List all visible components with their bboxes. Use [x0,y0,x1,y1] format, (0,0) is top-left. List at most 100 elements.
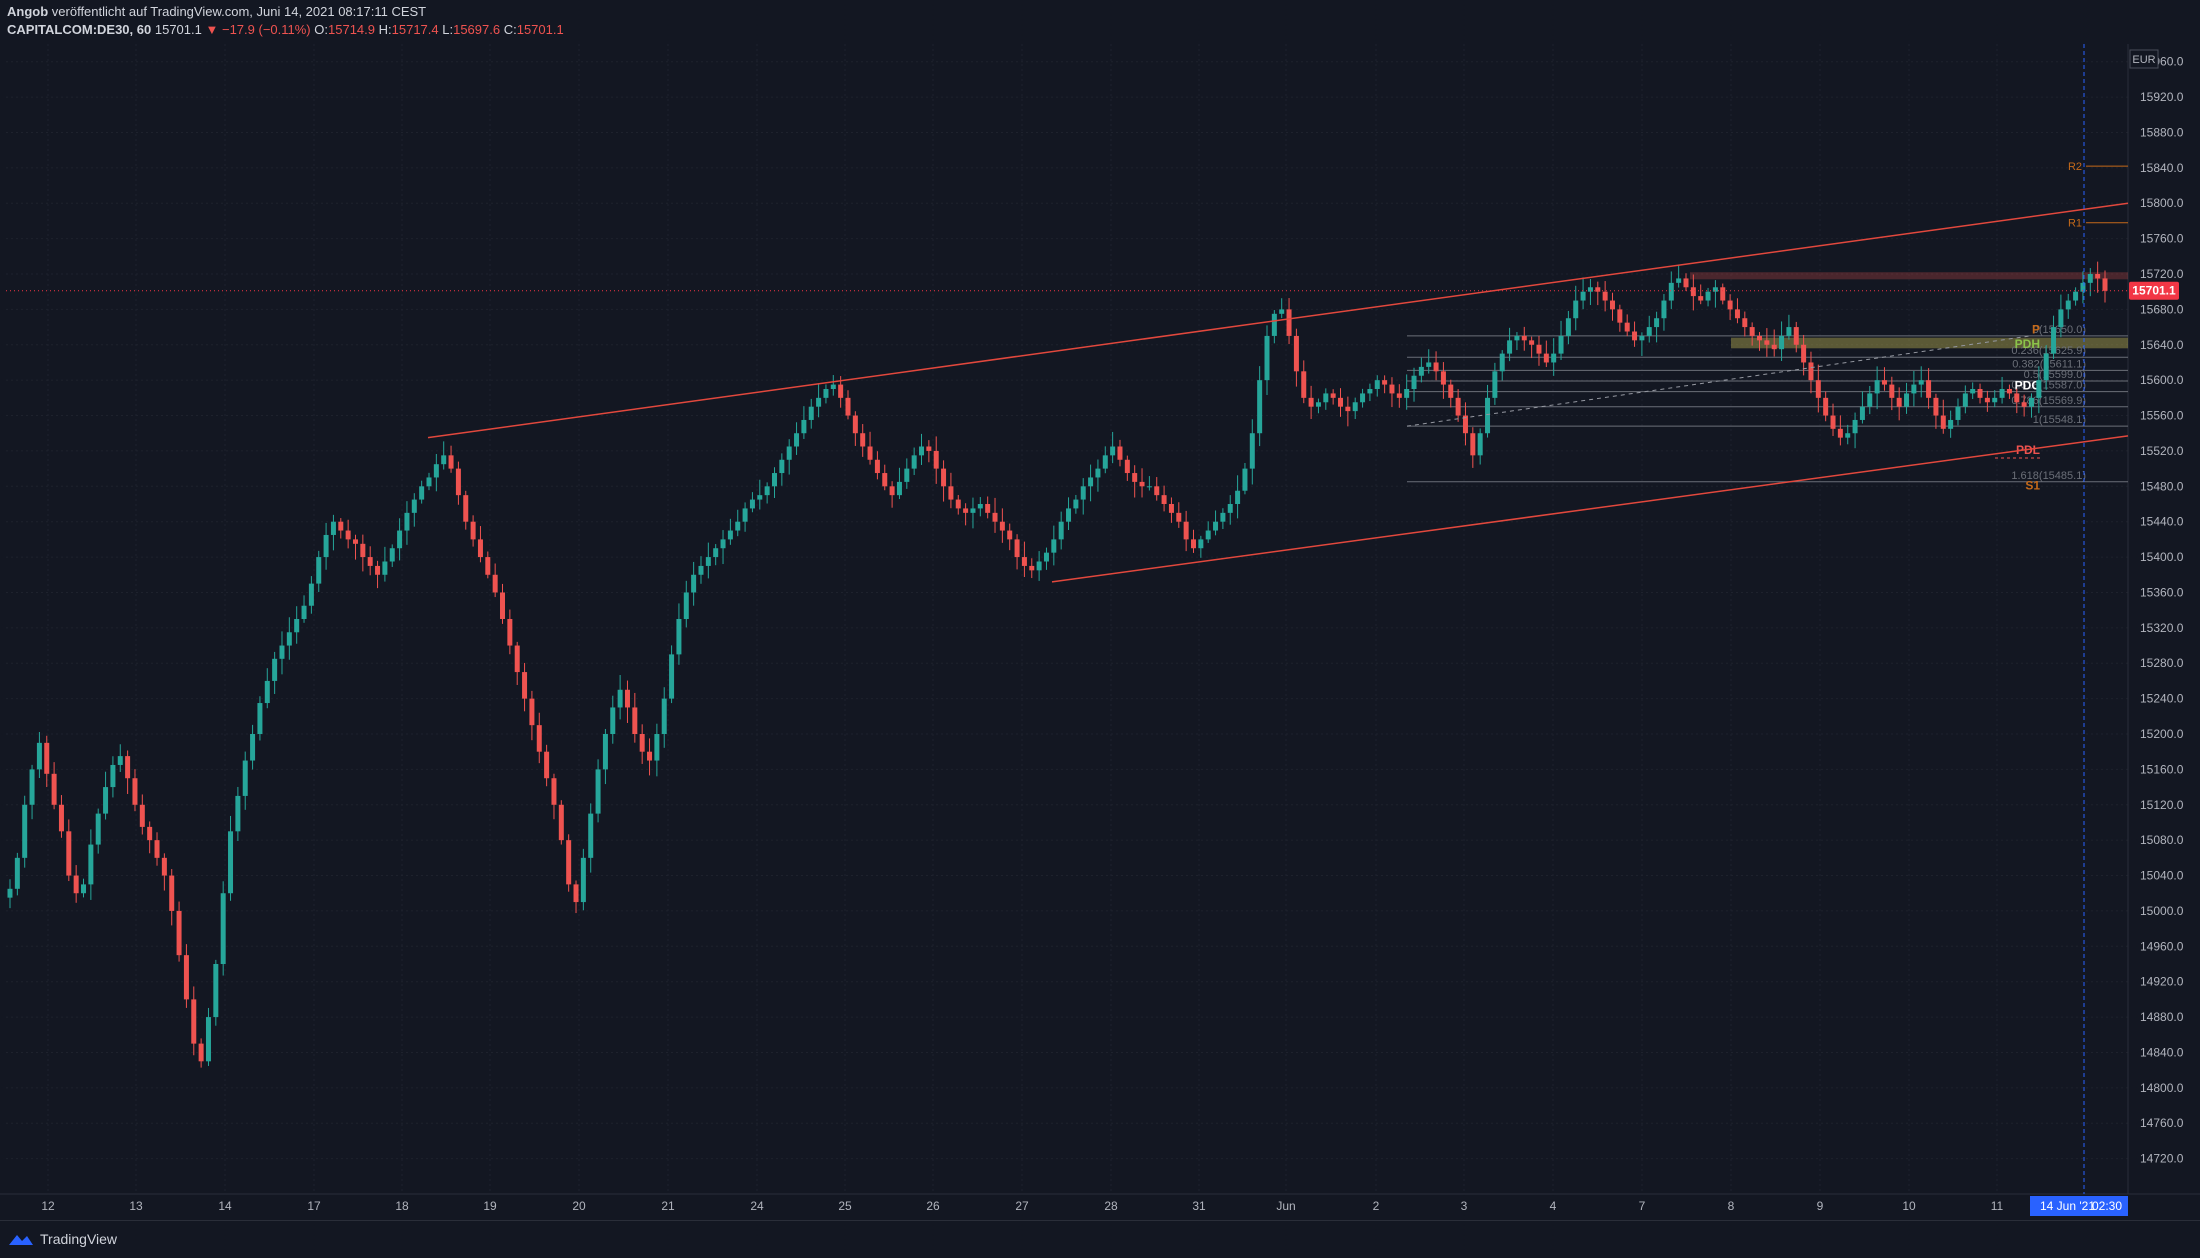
candle-body [2087,274,2093,283]
candle-body [1654,318,1660,328]
symbol-label[interactable]: CAPITALCOM:DE30, 60 [7,22,152,37]
y-tick-label: 15240.0 [2140,692,2184,706]
marker-label-pdh: PDH [2015,337,2040,351]
candle-body [1190,539,1196,549]
x-tick-label: 3 [1461,1199,1468,1213]
candle-body [1859,406,1865,420]
candle-body [44,742,50,774]
tradingview-logo[interactable]: TradingView [8,1231,117,1247]
footer: TradingView [0,1220,2200,1258]
y-tick-label: 15080.0 [2140,833,2184,847]
low-label: L: [442,22,454,37]
candle-body [2043,353,2049,381]
candle-body [1536,344,1542,354]
candle-body [58,804,64,832]
y-tick-label: 14920.0 [2140,975,2184,989]
y-tick-label: 15160.0 [2140,762,2184,776]
candle-body [720,539,726,549]
candle-body [1926,380,1932,398]
candle-body [948,486,954,500]
candle-body [500,592,506,619]
y-tick-label: 15640.0 [2140,338,2184,352]
candle-body [382,561,388,575]
y-tick-label: 15320.0 [2140,621,2184,635]
candle-body [161,857,167,876]
candle-body [411,499,417,513]
author-name[interactable]: Angob [7,4,49,19]
candle-body [845,397,851,416]
ohlc-legend: CAPITALCOM:DE30, 60 15701.1 ▼ −17.9 (−0.… [7,22,564,37]
candle-body [926,446,932,451]
candle-body [147,826,153,841]
candle-body [1676,278,1682,283]
candle-body [919,446,925,456]
candle-body [874,459,880,474]
candle-body [1889,384,1895,398]
pivot-label: R1 [2068,218,2082,230]
candle-body [1205,530,1211,540]
candle-body [1632,331,1638,341]
candle-body [1507,340,1513,354]
candle-body [816,397,822,407]
candle-body [1492,371,1498,398]
x-tick-label: 28 [1104,1199,1118,1213]
candle-body [749,499,755,509]
candle-body [1080,486,1086,500]
candle-body [2102,278,2108,291]
candle-body [1984,397,1990,403]
candle-body [1734,309,1740,319]
fib-level-label: 1(15548.1) [2033,414,2086,426]
candle-body [1352,402,1358,412]
candle-body [1220,512,1226,522]
candle-body [1043,552,1049,562]
candle-body [882,473,888,487]
candle-body [1477,433,1483,456]
close-value: 15701.1 [516,22,564,37]
candle-body [1514,335,1520,341]
candle-body [1580,291,1586,301]
y-tick-label: 15120.0 [2140,798,2184,812]
currency-label: EUR [2132,54,2155,66]
candle-body [103,787,109,814]
candle-body [992,512,998,522]
price-chart[interactable]: 15960.015920.015880.015840.015800.015760… [0,0,2200,1220]
candle-body [1235,490,1241,504]
candle-body [1705,291,1711,301]
candle-body [1698,296,1704,301]
channel-lower-line [1051,435,2129,583]
y-tick-label: 15520.0 [2140,444,2184,458]
candle-body [786,446,792,460]
brand-name: TradingView [40,1231,118,1247]
candle-body [1146,486,1152,488]
candle-body [705,557,711,566]
candle-body [647,751,653,761]
candle-body [1749,327,1755,336]
candle-body [617,689,623,708]
candle-body [2058,309,2064,328]
x-tick-label: 20 [572,1199,586,1213]
candle-body [95,813,101,845]
candle-body [191,999,197,1044]
candle-body [1801,344,1807,363]
candle-body [1021,557,1027,566]
candle-body [764,486,770,496]
current-price-tag [2129,281,2179,300]
close-label: C: [503,22,517,37]
candle-body [1448,384,1454,398]
candle-body [1014,539,1020,558]
candle-body [66,831,72,876]
candle-body [125,756,131,779]
candle-body [1242,468,1248,491]
candle-body [536,725,542,752]
x-tick-label: 8 [1728,1199,1735,1213]
fib-level-label: 0(15650.0) [2033,324,2086,336]
candle-body [1808,362,1814,381]
x-tick-label: 7 [1639,1199,1646,1213]
y-tick-label: 15720.0 [2140,267,2184,281]
candle-body [1117,446,1123,460]
publish-text: veröffentlicht auf TradingView.com, Juni… [51,4,427,19]
candle-body [1183,521,1189,540]
candle-body [999,521,1005,531]
y-tick-label: 15280.0 [2140,656,2184,670]
x-tick-label: 27 [1015,1199,1029,1213]
